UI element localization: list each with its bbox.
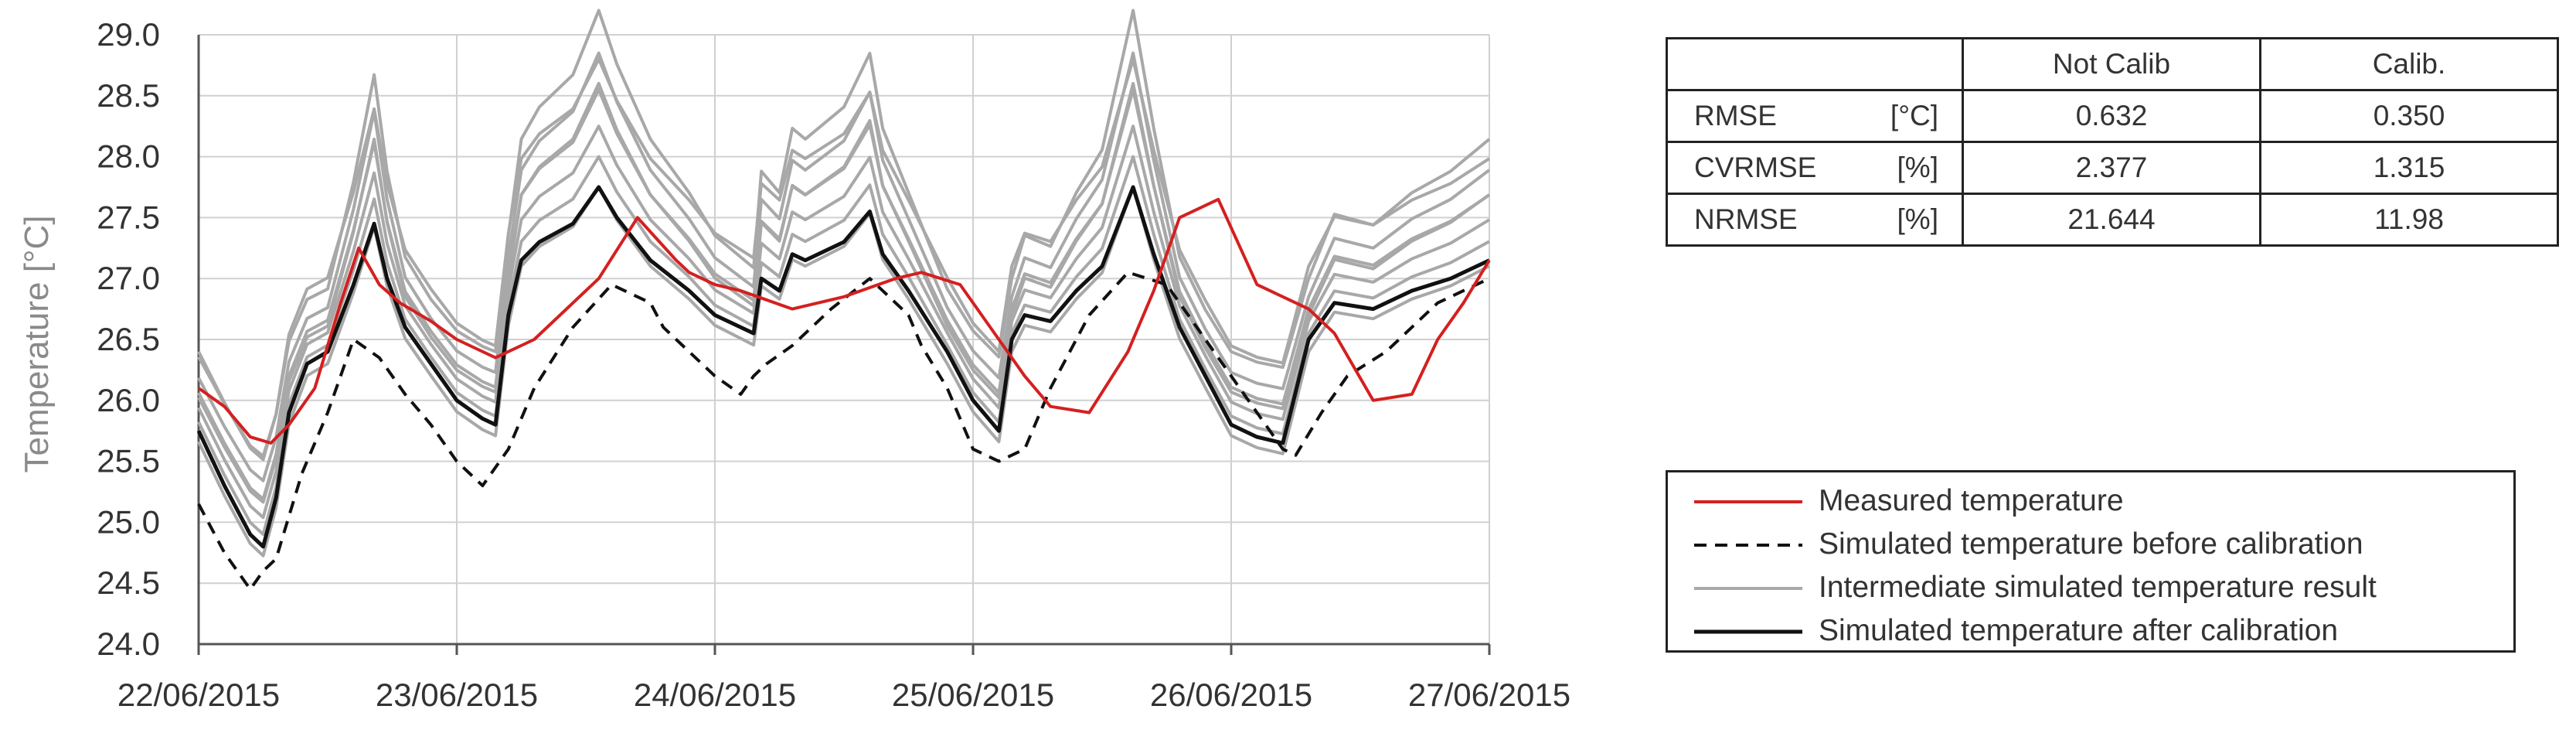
table-row: RMSE [°C] 0.632 0.350 [1666,89,2559,143]
temperature-line-chart: 24.0 24.5 25.0 25.5 26.0 26.5 27.0 27.5 28.0 28.5… [18,9,1570,713]
chart-series [196,9,1491,592]
metric-cell: CVRMSE [%] [1666,141,1964,195]
x-tick-label: 25/06/2015 [892,677,1054,713]
x-tick-label: 26/06/2015 [1150,677,1312,713]
metric-name: NRMSE [1694,203,1798,235]
x-tick-label: 24/06/2015 [634,677,796,713]
y-tick-label: 25.0 [97,503,160,540]
y-tick-label: 27.0 [97,260,160,296]
metric-cell: NRMSE [%] [1666,193,1964,247]
table-header-calib: Calib. [2259,37,2559,91]
legend-swatch-measured [1694,500,1802,503]
legend-item-before-calibration: Simulated temperature before calibration [1668,523,2513,567]
intermediate-series-line [197,155,1490,536]
before-calibration-line [197,271,1490,592]
table-row: NRMSE [%] 21.644 11.98 [1666,193,2559,247]
chart-axes [197,35,1491,655]
y-tick-label: 24.5 [97,564,160,601]
legend-item-intermediate: Intermediate simulated temperature resul… [1668,567,2513,610]
metric-cell: RMSE [°C] [1666,89,1964,143]
table-header-not-calib: Not Calib [1962,37,2261,91]
calib-value: 11.98 [2259,193,2559,247]
metric-name: CVRMSE [1694,152,1817,183]
y-tick-label: 26.5 [97,321,160,357]
y-tick-label: 26.0 [97,382,160,418]
y-tick-label: 27.5 [97,199,160,235]
intermediate-series-line [197,82,1491,504]
after-calibration-line [196,185,1491,549]
x-tick-label: 22/06/2015 [117,677,280,713]
not-calib-value: 0.632 [1962,89,2261,143]
calib-value: 1.315 [2259,141,2559,195]
intermediate-series-line [197,57,1491,462]
legend-swatch-after-calibration [1694,629,1802,634]
metric-unit: [%] [1897,203,1938,235]
chart-legend: Measured temperature Simulated temperatu… [1666,470,2516,653]
legend-label: Measured temperature [1819,484,2124,517]
y-axis-label: Temperature [°C] [18,215,56,472]
table-row: CVRMSE [%] 2.377 1.315 [1666,141,2559,195]
metric-name: RMSE [1694,100,1777,131]
legend-item-after-calibration: Simulated temperature after calibration [1668,610,2513,653]
y-tick-label: 28.0 [97,138,160,175]
not-calib-value: 2.377 [1962,141,2261,195]
legend-swatch-before-calibration [1694,544,1802,547]
legend-swatch-intermediate [1694,587,1802,590]
calib-value: 0.350 [2259,89,2559,143]
intermediate-series-line [197,51,1491,483]
legend-label: Simulated temperature after calibration [1819,614,2339,647]
y-tick-label: 25.5 [97,443,160,479]
table-header-empty [1666,37,1964,91]
y-tick-label: 29.0 [97,16,160,53]
intermediate-series-line [197,9,1491,458]
table-header-row: Not Calib Calib. [1666,37,2559,91]
y-tick-label: 28.5 [97,77,160,114]
x-tick-label: 23/06/2015 [376,677,538,713]
legend-label: Intermediate simulated temperature resul… [1819,571,2377,604]
not-calib-value: 21.644 [1962,193,2261,247]
legend-label: Simulated temperature before calibration [1819,527,2363,561]
measured-temperature-line [197,197,1491,445]
metric-unit: [°C] [1890,100,1938,131]
y-tick-label: 24.0 [97,626,160,662]
error-metrics-table: Not Calib Calib. RMSE [°C] 0.632 0.350 C… [1666,37,2559,247]
x-tick-label: 27/06/2015 [1408,677,1570,713]
chart-tick-labels: 24.0 24.5 25.0 25.5 26.0 26.5 27.0 27.5 28.0 28.5… [97,16,1570,713]
metric-unit: [%] [1897,152,1938,183]
legend-item-measured: Measured temperature [1668,480,2513,523]
intermediate-series-line [197,124,1491,520]
